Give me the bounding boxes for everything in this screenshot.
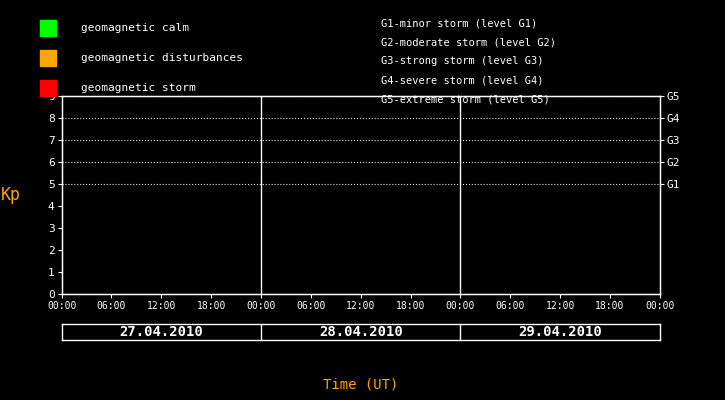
Text: geomagnetic disturbances: geomagnetic disturbances — [81, 53, 243, 63]
Text: G1-minor storm (level G1): G1-minor storm (level G1) — [381, 18, 537, 28]
Text: G4-severe storm (level G4): G4-severe storm (level G4) — [381, 76, 543, 86]
Text: 27.04.2010: 27.04.2010 — [120, 325, 203, 339]
Text: 28.04.2010: 28.04.2010 — [319, 325, 402, 339]
Text: Time (UT): Time (UT) — [323, 377, 398, 391]
Text: G3-strong storm (level G3): G3-strong storm (level G3) — [381, 56, 543, 66]
Text: 29.04.2010: 29.04.2010 — [518, 325, 602, 339]
Text: G2-moderate storm (level G2): G2-moderate storm (level G2) — [381, 37, 555, 47]
Text: G5-extreme storm (level G5): G5-extreme storm (level G5) — [381, 95, 550, 105]
Text: Kp: Kp — [1, 186, 21, 204]
Text: geomagnetic calm: geomagnetic calm — [81, 23, 189, 33]
Text: geomagnetic storm: geomagnetic storm — [81, 83, 196, 93]
